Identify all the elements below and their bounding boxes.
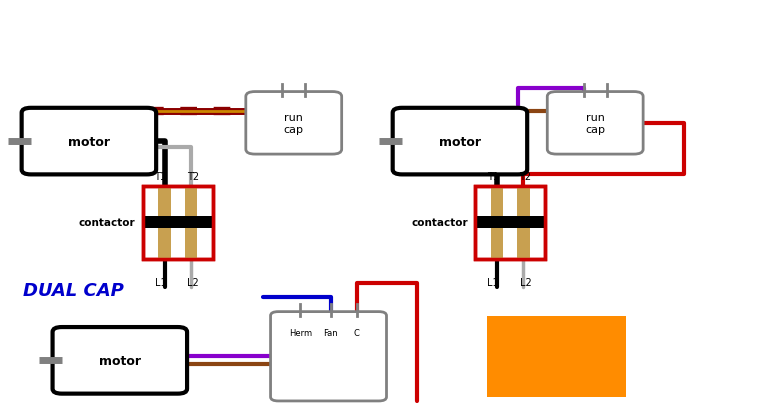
- Text: L2: L2: [187, 277, 199, 288]
- Text: run
cap: run cap: [585, 113, 605, 134]
- Text: Fan: Fan: [323, 328, 338, 337]
- FancyBboxPatch shape: [393, 109, 527, 175]
- Text: T2: T2: [519, 171, 532, 181]
- Text: L2: L2: [519, 277, 531, 288]
- Text: T2: T2: [187, 171, 199, 181]
- Text: L1: L1: [487, 277, 499, 288]
- Bar: [143, 186, 213, 259]
- Text: run
cap: run cap: [284, 113, 304, 134]
- FancyBboxPatch shape: [246, 92, 342, 155]
- Bar: [517, 186, 530, 259]
- FancyBboxPatch shape: [547, 92, 643, 155]
- Bar: [487, 316, 626, 397]
- Bar: [475, 186, 545, 259]
- Text: contactor: contactor: [79, 218, 135, 228]
- Bar: [491, 186, 503, 259]
- Text: Herm: Herm: [289, 328, 312, 337]
- Text: L1: L1: [155, 277, 166, 288]
- Text: T1: T1: [487, 171, 499, 181]
- Bar: [185, 186, 197, 259]
- Text: C: C: [354, 328, 359, 337]
- Bar: [475, 186, 545, 259]
- Bar: [475, 217, 545, 228]
- Text: contactor: contactor: [411, 218, 468, 228]
- Text: DUAL CAP: DUAL CAP: [23, 282, 124, 300]
- FancyBboxPatch shape: [22, 109, 156, 175]
- Text: motor: motor: [439, 135, 481, 148]
- Text: T1: T1: [155, 171, 166, 181]
- Bar: [158, 186, 171, 259]
- Text: motor: motor: [99, 354, 141, 367]
- Bar: [143, 217, 213, 228]
- Text: motor: motor: [68, 135, 110, 148]
- FancyBboxPatch shape: [271, 312, 386, 401]
- Bar: [143, 186, 213, 259]
- FancyBboxPatch shape: [53, 327, 187, 394]
